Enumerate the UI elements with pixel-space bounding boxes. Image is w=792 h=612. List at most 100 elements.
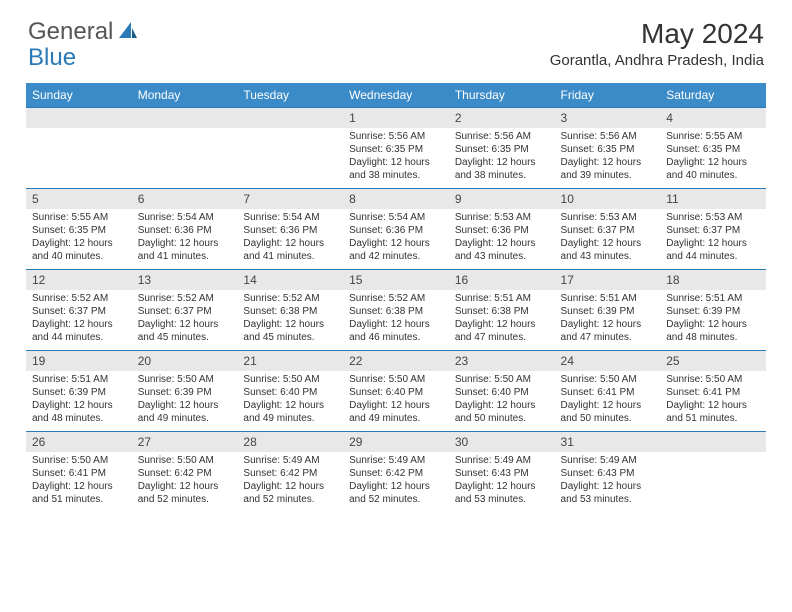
day-detail-cell: Sunrise: 5:51 AMSunset: 6:39 PMDaylight:… [26,371,132,432]
sunset-text: Sunset: 6:38 PM [455,305,549,318]
day-number-cell: 23 [449,351,555,372]
detail-row: Sunrise: 5:52 AMSunset: 6:37 PMDaylight:… [26,290,766,351]
daylight-text: Daylight: 12 hours and 51 minutes. [32,480,126,506]
day-detail-cell: Sunrise: 5:54 AMSunset: 6:36 PMDaylight:… [132,209,238,270]
sunrise-text: Sunrise: 5:50 AM [666,373,760,386]
sunrise-text: Sunrise: 5:50 AM [32,454,126,467]
sunset-text: Sunset: 6:41 PM [561,386,655,399]
page-header: General May 2024 Gorantla, Andhra Prades… [0,0,792,77]
sunrise-text: Sunrise: 5:51 AM [455,292,549,305]
daylight-text: Daylight: 12 hours and 45 minutes. [243,318,337,344]
sunset-text: Sunset: 6:36 PM [455,224,549,237]
day-header: Monday [132,83,238,108]
logo: General [28,18,141,46]
day-detail-cell: Sunrise: 5:51 AMSunset: 6:38 PMDaylight:… [449,290,555,351]
sunrise-text: Sunrise: 5:55 AM [666,130,760,143]
logo-text-general: General [28,18,113,46]
sunrise-text: Sunrise: 5:53 AM [666,211,760,224]
sunrise-text: Sunrise: 5:52 AM [349,292,443,305]
sunrise-text: Sunrise: 5:53 AM [561,211,655,224]
daylight-text: Daylight: 12 hours and 38 minutes. [455,156,549,182]
sunset-text: Sunset: 6:35 PM [666,143,760,156]
daylight-text: Daylight: 12 hours and 41 minutes. [138,237,232,263]
daynum-row: 567891011 [26,189,766,210]
day-detail-cell: Sunrise: 5:55 AMSunset: 6:35 PMDaylight:… [26,209,132,270]
day-number-cell: 1 [343,108,449,129]
day-number-cell [26,108,132,129]
day-number-cell: 12 [26,270,132,291]
daylight-text: Daylight: 12 hours and 53 minutes. [455,480,549,506]
sunset-text: Sunset: 6:43 PM [561,467,655,480]
sunset-text: Sunset: 6:38 PM [349,305,443,318]
sunset-text: Sunset: 6:39 PM [138,386,232,399]
day-detail-cell: Sunrise: 5:50 AMSunset: 6:40 PMDaylight:… [237,371,343,432]
day-number-cell: 3 [555,108,661,129]
day-number-cell: 30 [449,432,555,453]
sunset-text: Sunset: 6:41 PM [32,467,126,480]
day-detail-cell [132,128,238,189]
sunrise-text: Sunrise: 5:51 AM [561,292,655,305]
day-number-cell: 18 [660,270,766,291]
day-number-cell: 14 [237,270,343,291]
day-number-cell: 22 [343,351,449,372]
sunrise-text: Sunrise: 5:53 AM [455,211,549,224]
daylight-text: Daylight: 12 hours and 49 minutes. [243,399,337,425]
sunrise-text: Sunrise: 5:55 AM [32,211,126,224]
day-detail-cell: Sunrise: 5:50 AMSunset: 6:40 PMDaylight:… [343,371,449,432]
daylight-text: Daylight: 12 hours and 52 minutes. [243,480,337,506]
sunset-text: Sunset: 6:41 PM [666,386,760,399]
sunset-text: Sunset: 6:42 PM [138,467,232,480]
day-header: Saturday [660,83,766,108]
logo-text-blue: Blue [28,44,76,71]
daylight-text: Daylight: 12 hours and 39 minutes. [561,156,655,182]
day-detail-cell: Sunrise: 5:49 AMSunset: 6:42 PMDaylight:… [237,452,343,512]
sunset-text: Sunset: 6:42 PM [349,467,443,480]
daylight-text: Daylight: 12 hours and 40 minutes. [32,237,126,263]
sunrise-text: Sunrise: 5:49 AM [561,454,655,467]
day-header: Tuesday [237,83,343,108]
detail-row: Sunrise: 5:50 AMSunset: 6:41 PMDaylight:… [26,452,766,512]
day-detail-cell [660,452,766,512]
day-detail-cell: Sunrise: 5:49 AMSunset: 6:43 PMDaylight:… [555,452,661,512]
day-number-cell: 20 [132,351,238,372]
sunset-text: Sunset: 6:35 PM [32,224,126,237]
detail-row: Sunrise: 5:56 AMSunset: 6:35 PMDaylight:… [26,128,766,189]
sunset-text: Sunset: 6:40 PM [243,386,337,399]
day-number-cell: 5 [26,189,132,210]
daylight-text: Daylight: 12 hours and 49 minutes. [349,399,443,425]
location-text: Gorantla, Andhra Pradesh, India [550,52,764,69]
day-detail-cell [237,128,343,189]
sunset-text: Sunset: 6:36 PM [138,224,232,237]
sunrise-text: Sunrise: 5:52 AM [32,292,126,305]
day-detail-cell: Sunrise: 5:53 AMSunset: 6:37 PMDaylight:… [555,209,661,270]
day-detail-cell: Sunrise: 5:50 AMSunset: 6:42 PMDaylight:… [132,452,238,512]
day-header: Friday [555,83,661,108]
day-number-cell: 6 [132,189,238,210]
daylight-text: Daylight: 12 hours and 49 minutes. [138,399,232,425]
daylight-text: Daylight: 12 hours and 47 minutes. [561,318,655,344]
day-detail-cell: Sunrise: 5:56 AMSunset: 6:35 PMDaylight:… [449,128,555,189]
sunrise-text: Sunrise: 5:54 AM [349,211,443,224]
sunrise-text: Sunrise: 5:51 AM [32,373,126,386]
day-number-cell: 13 [132,270,238,291]
daylight-text: Daylight: 12 hours and 48 minutes. [32,399,126,425]
title-block: May 2024 Gorantla, Andhra Pradesh, India [550,18,764,69]
day-detail-cell: Sunrise: 5:51 AMSunset: 6:39 PMDaylight:… [555,290,661,351]
sunset-text: Sunset: 6:37 PM [561,224,655,237]
sunset-text: Sunset: 6:40 PM [455,386,549,399]
daylight-text: Daylight: 12 hours and 40 minutes. [666,156,760,182]
sunset-text: Sunset: 6:35 PM [349,143,443,156]
daylight-text: Daylight: 12 hours and 51 minutes. [666,399,760,425]
daylight-text: Daylight: 12 hours and 42 minutes. [349,237,443,263]
day-number-cell: 19 [26,351,132,372]
sunrise-text: Sunrise: 5:54 AM [138,211,232,224]
daylight-text: Daylight: 12 hours and 43 minutes. [455,237,549,263]
day-number-cell: 17 [555,270,661,291]
day-number-cell: 16 [449,270,555,291]
sunrise-text: Sunrise: 5:56 AM [455,130,549,143]
day-detail-cell: Sunrise: 5:53 AMSunset: 6:37 PMDaylight:… [660,209,766,270]
daylight-text: Daylight: 12 hours and 52 minutes. [349,480,443,506]
day-detail-cell: Sunrise: 5:56 AMSunset: 6:35 PMDaylight:… [343,128,449,189]
day-number-cell: 21 [237,351,343,372]
day-number-cell: 8 [343,189,449,210]
